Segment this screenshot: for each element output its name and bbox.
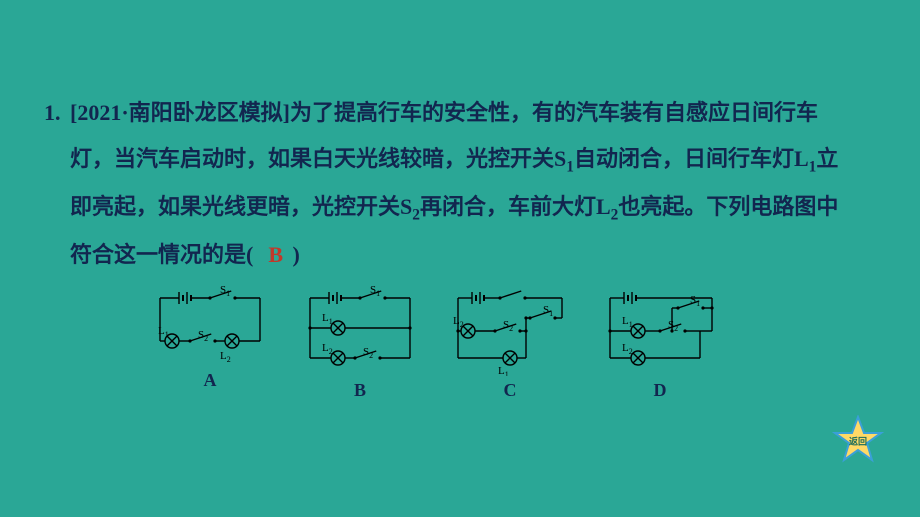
- circuit-C: S1 L2 S2 L1: [450, 286, 570, 376]
- svg-text:L2: L2: [622, 342, 633, 356]
- svg-text:S1: S1: [690, 294, 700, 308]
- return-button[interactable]: 返回: [832, 415, 884, 467]
- svg-text:S2: S2: [503, 319, 513, 333]
- question-source: [2021·南阳卧龙区模拟]: [70, 100, 290, 125]
- svg-text:L1: L1: [622, 315, 633, 329]
- svg-text:L2: L2: [322, 342, 333, 356]
- svg-text:L2: L2: [453, 315, 464, 329]
- svg-text:S1: S1: [370, 286, 380, 298]
- option-A: S1 L1 S2 L2A: [150, 286, 270, 401]
- svg-text:L1: L1: [158, 325, 169, 339]
- option-label-A: A: [204, 370, 217, 391]
- answer-letter: B: [268, 242, 283, 267]
- svg-text:L1: L1: [322, 312, 333, 326]
- circuit-A: S1 L1 S2 L2: [150, 286, 270, 366]
- circuit-diagrams-row: S1 L1 S2 L2A S1 L1 L2 S2B S1 L2 S2 L1C S…: [150, 286, 850, 401]
- question-number: 1.: [44, 90, 61, 136]
- slide: 1. [2021·南阳卧龙区模拟]为了提高行车的安全性，有的汽车装有自感应日间行…: [0, 0, 920, 517]
- circuit-B: S1 L1 L2 S2: [300, 286, 420, 376]
- question-block: 1. [2021·南阳卧龙区模拟]为了提高行车的安全性，有的汽车装有自感应日间行…: [70, 90, 850, 278]
- close-paren: ): [293, 242, 300, 267]
- svg-text:S2: S2: [198, 329, 208, 343]
- svg-text:S2: S2: [363, 346, 373, 360]
- svg-text:L1: L1: [498, 365, 509, 376]
- option-label-B: B: [354, 380, 366, 401]
- option-C: S1 L2 S2 L1 C: [450, 286, 570, 401]
- option-B: S1 L1 L2 S2 B: [300, 286, 420, 401]
- svg-text:S1: S1: [543, 304, 553, 318]
- option-label-D: D: [654, 380, 667, 401]
- svg-text:S1: S1: [220, 286, 230, 298]
- return-label: 返回: [849, 435, 867, 448]
- svg-text:L2: L2: [220, 350, 231, 364]
- option-label-C: C: [504, 380, 517, 401]
- circuit-D: S1 L1 S2 L2: [600, 286, 720, 376]
- star-icon: 返回: [832, 415, 884, 467]
- option-D: S1 L1 S2 L2 D: [600, 286, 720, 401]
